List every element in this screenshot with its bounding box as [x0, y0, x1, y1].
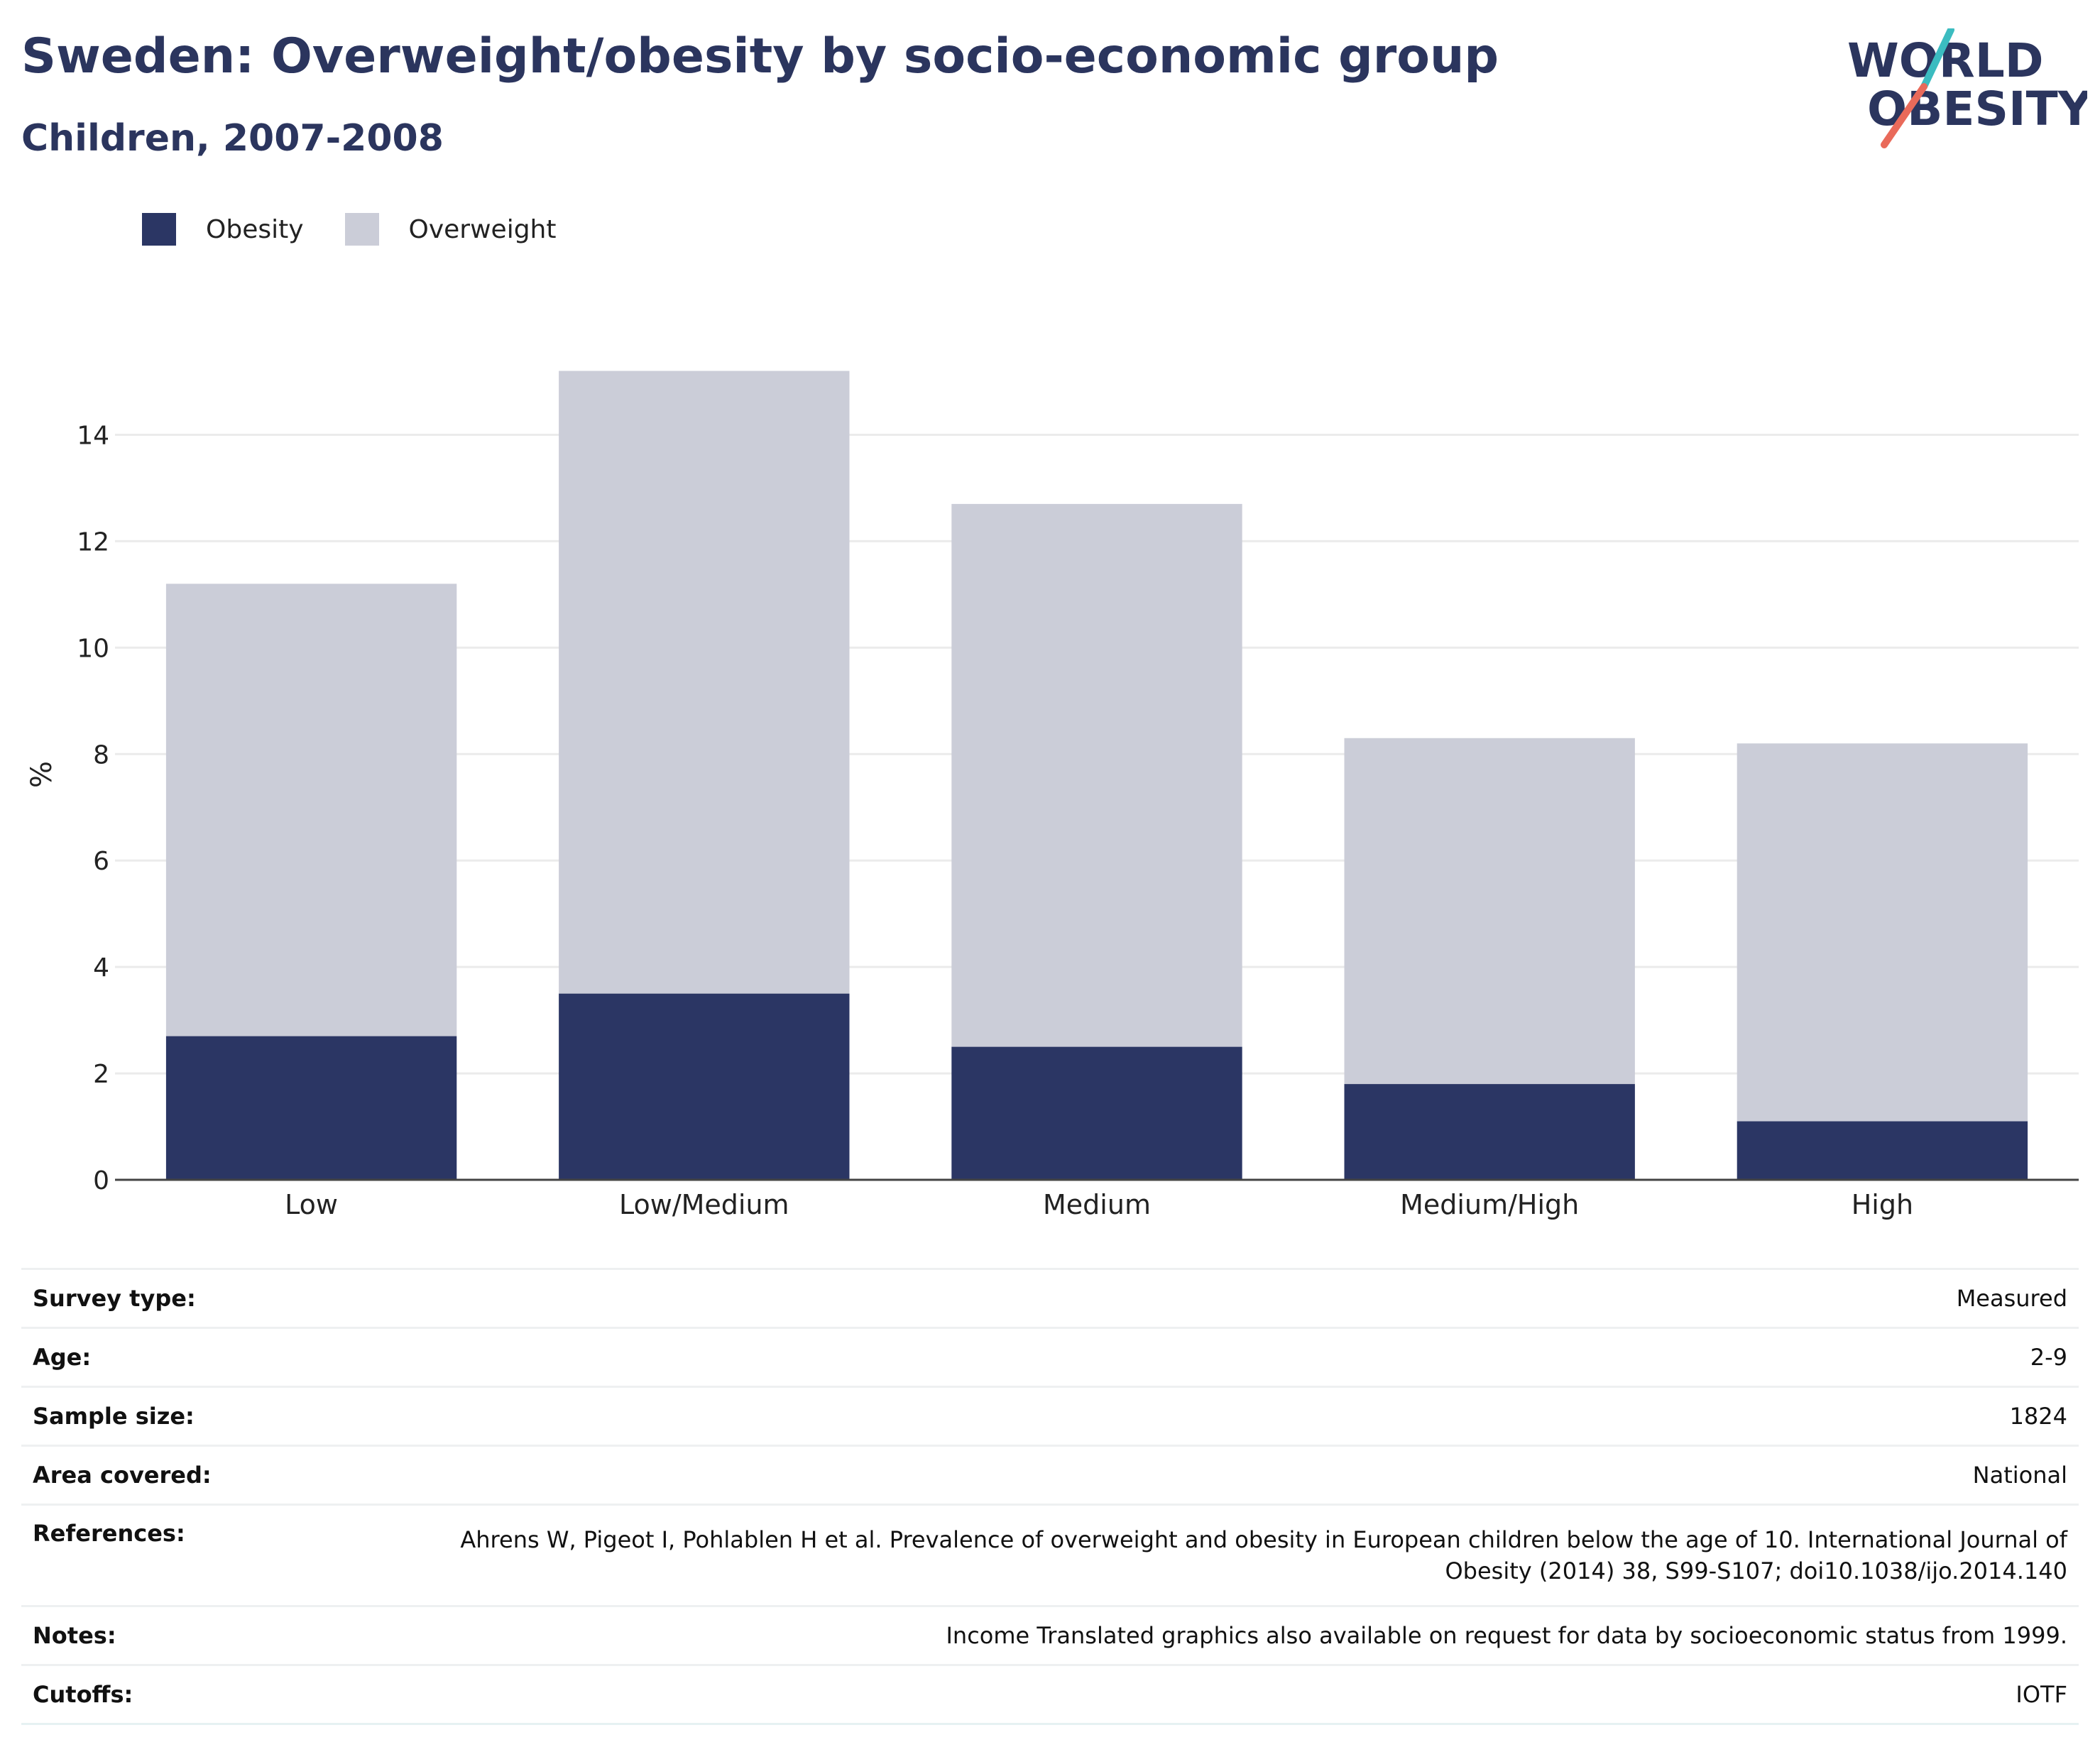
bar-obesity-4	[1737, 1121, 2028, 1180]
y-tick-label: 10	[77, 634, 109, 663]
metadata-row-references: References: Ahrens W, Pigeot I, Pohlable…	[21, 1504, 2079, 1606]
legend-swatch-obesity	[142, 213, 176, 246]
y-tick-label: 0	[93, 1166, 109, 1195]
logo-slash-coral	[1881, 83, 1927, 148]
legend-label-overweight: Overweight	[408, 214, 557, 244]
y-tick-label: 8	[93, 740, 109, 770]
metadata-row-survey-type: Survey type: Measured	[21, 1268, 2079, 1328]
y-tick-label: 6	[93, 847, 109, 876]
metadata-row-cutoffs: Cutoffs: IOTF	[21, 1664, 2079, 1725]
legend-swatch-overweight	[344, 213, 379, 246]
metadata-value: 2-9	[399, 1327, 2079, 1387]
metadata-value: Ahrens W, Pigeot I, Pohlablen H et al. P…	[399, 1504, 2079, 1606]
bar-obesity-0	[165, 1036, 457, 1180]
bar-obesity-3	[1344, 1084, 1635, 1180]
x-tick-label: Low/Medium	[619, 1189, 789, 1220]
stacked-bar-chart: 0 2 4 6 8 10 12 14% Low Low/Medium Medium Medium/Hi…	[26, 371, 2079, 1220]
y-tick-label: 14	[77, 421, 109, 450]
metadata-row-notes: Notes: Income Translated graphics also a…	[21, 1605, 2079, 1665]
bar-obesity-2	[951, 1046, 1242, 1180]
x-tick-label: Medium/High	[1400, 1189, 1579, 1220]
metadata-row-sample-size: Sample size: 1824	[21, 1386, 2079, 1446]
bar-overweight-1	[559, 371, 850, 994]
metadata-value: National	[399, 1445, 2079, 1505]
bar-obesity-1	[559, 993, 850, 1180]
page-subtitle: Children, 2007-2008	[21, 117, 444, 160]
survey-metadata-table: Survey type: Measured Age: 2-9 Sample si…	[21, 1268, 2079, 1725]
logo-slash-teal	[1920, 28, 1954, 90]
x-tick-label: Medium	[1043, 1189, 1151, 1220]
y-tick-label: 12	[77, 527, 109, 557]
y-tick-label: 2	[93, 1060, 109, 1089]
metadata-row-age: Age: 2-9	[21, 1327, 2079, 1387]
metadata-row-area-covered: Area covered: National	[21, 1445, 2079, 1505]
bar-overweight-4	[1737, 743, 2028, 1122]
metadata-value: IOTF	[399, 1664, 2079, 1725]
bar-overweight-0	[165, 584, 457, 1036]
metadata-key: Cutoffs:	[21, 1664, 399, 1725]
bar-overweight-3	[1344, 738, 1635, 1085]
metadata-key: Age:	[21, 1327, 399, 1387]
metadata-key: Survey type:	[21, 1268, 399, 1328]
y-tick-label: 4	[93, 953, 109, 982]
bar-overweight-2	[951, 503, 1242, 1047]
metadata-key: References:	[21, 1504, 399, 1606]
legend-item-obesity[interactable]: Obesity	[142, 213, 304, 246]
world-obesity-logo: WORLD OBESITY	[1847, 28, 2087, 148]
x-tick-label: Low	[285, 1189, 338, 1220]
legend-item-overweight[interactable]: Overweight	[344, 213, 557, 246]
chart-legend: Obesity Overweight	[142, 212, 597, 247]
y-axis-title: %	[26, 761, 58, 788]
metadata-key: Notes:	[21, 1605, 399, 1665]
legend-label-obesity: Obesity	[206, 214, 304, 244]
page-title: Sweden: Overweight/obesity by socio-econ…	[21, 28, 1499, 84]
metadata-value: 1824	[399, 1386, 2079, 1446]
metadata-key: Area covered:	[21, 1445, 399, 1505]
metadata-value: Measured	[399, 1268, 2079, 1328]
x-tick-label: High	[1852, 1189, 1913, 1220]
logo-word-obesity: OBESITY	[1867, 82, 2087, 136]
metadata-value: Income Translated graphics also availabl…	[399, 1605, 2079, 1665]
metadata-key: Sample size:	[21, 1386, 399, 1446]
